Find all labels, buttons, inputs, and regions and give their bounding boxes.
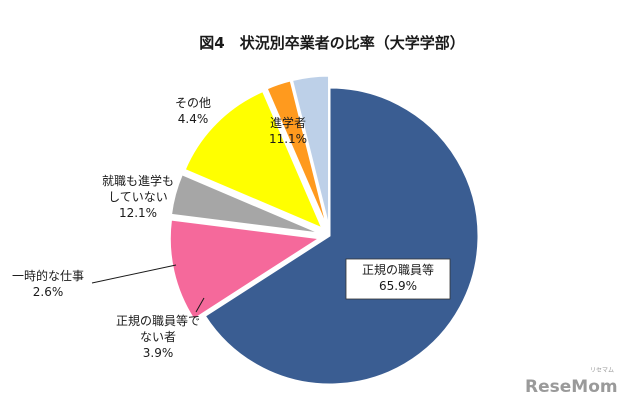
slice-label-4: 一時的な仕事 2.6%	[12, 268, 84, 299]
pie-slice-4	[266, 80, 327, 225]
slice-value-5: 3.9%	[143, 346, 174, 360]
logo-mom: Mom	[571, 377, 617, 397]
pie-slice-2	[171, 174, 319, 234]
pie-slice-0	[204, 87, 479, 385]
slice-name-0-0: 正規の職員等	[362, 262, 434, 277]
slice-value-0: 65.9%	[379, 279, 417, 293]
pie-slice-5	[292, 75, 330, 225]
slice-name-2-0: その他	[175, 96, 211, 110]
slice-label-2: その他 4.4%	[175, 96, 211, 126]
slice-label-box-0	[345, 258, 451, 300]
leader-line-4	[91, 264, 177, 284]
slice-value-2: 4.4%	[178, 112, 209, 126]
slice-value-3: 12.1%	[119, 206, 157, 220]
slice-label-1: 進学者 11.1%	[269, 115, 307, 146]
pie-slices	[169, 75, 479, 385]
slice-name-4-0: 一時的な仕事	[12, 268, 84, 283]
slice-name-3-1: していない	[108, 190, 168, 204]
slice-value-1: 11.1%	[269, 132, 307, 146]
chart-title: 図4 状況別卒業者の比率（大学学部）	[199, 34, 464, 52]
leader-lines	[91, 264, 205, 313]
logo-watermark: リセマム ReseMom	[525, 367, 618, 397]
slice-label-0: 正規の職員等 65.9%	[345, 258, 451, 300]
logo-text: ReseMom	[525, 377, 618, 397]
slice-name-5-1: ない者	[140, 330, 176, 344]
pie-slice-3	[184, 91, 323, 229]
slice-value-4: 2.6%	[33, 285, 64, 299]
pie-slice-1	[169, 219, 320, 320]
slice-name-5-0: 正規の職員等で	[116, 313, 200, 328]
slice-name-1-0: 進学者	[270, 115, 306, 130]
leader-line-5	[195, 297, 205, 313]
logo-ruby: リセマム	[590, 367, 614, 374]
logo-res: Rese	[525, 377, 571, 397]
slice-name-3-0: 就職も進学も	[102, 173, 174, 188]
